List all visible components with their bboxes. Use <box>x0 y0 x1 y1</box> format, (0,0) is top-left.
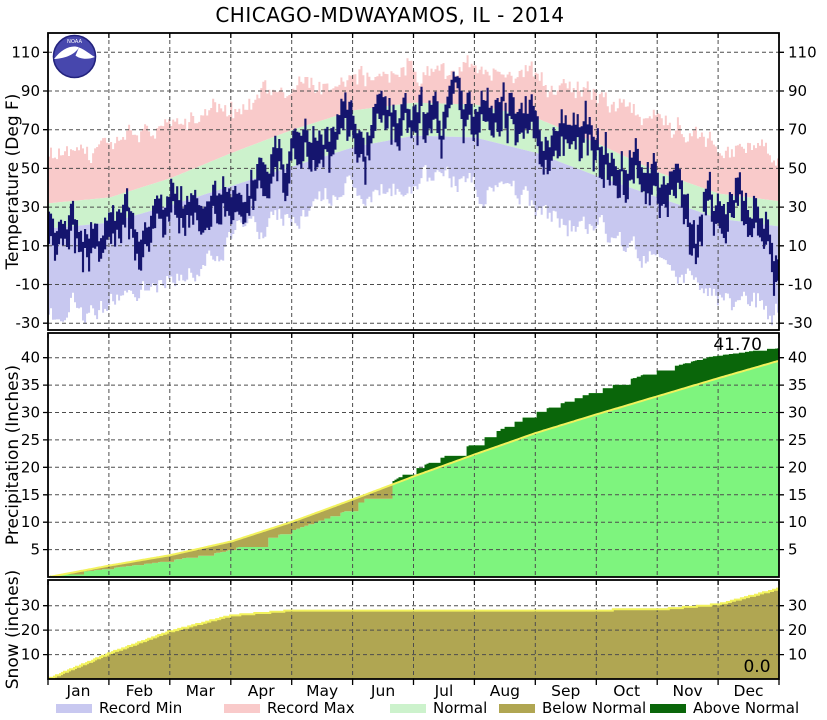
month-label: Dec <box>734 682 764 700</box>
month-label: Sep <box>551 682 580 700</box>
legend-label: Record Min <box>99 699 183 717</box>
ytick-label-right: 25 <box>788 431 807 449</box>
daily-temperature-line <box>48 71 779 296</box>
month-label: Oct <box>613 682 640 700</box>
ytick-label-left: 110 <box>11 43 40 61</box>
ytick-label-right: 40 <box>788 349 807 367</box>
ytick-label-left: 35 <box>21 376 40 394</box>
month-label: Jul <box>434 682 454 700</box>
temperature-axis-title: Temperature (Deg F) <box>3 94 23 271</box>
snow-axis-title: Snow (inches) <box>3 570 23 689</box>
precip-total-label: 41.70 <box>713 335 762 355</box>
ytick-label-left: 30 <box>21 597 40 615</box>
ytick-label-left: 15 <box>21 486 40 504</box>
noaa-logo-icon: NOAA <box>51 33 98 80</box>
legend-item-record-max: Record Max <box>224 699 355 717</box>
month-label: Aug <box>490 682 520 700</box>
month-label: Jan <box>66 682 91 700</box>
precipitation-axis-title: Precipitation (Inches) <box>3 365 23 545</box>
normal-swatch-icon <box>390 703 426 713</box>
ytick-label-right: 110 <box>788 43 817 61</box>
ytick-label-right: 35 <box>788 376 807 394</box>
ytick-label-left: 5 <box>30 541 40 559</box>
legend-label: Record Max <box>267 699 355 717</box>
ytick-label-right: 30 <box>788 597 807 615</box>
ytick-label-right: 15 <box>788 486 807 504</box>
noaa-logo-text: NOAA <box>67 39 83 45</box>
ytick-label-right: 50 <box>788 159 807 177</box>
ytick-label-right: 10 <box>788 237 807 255</box>
ytick-label-right: 90 <box>788 82 807 100</box>
month-label: Mar <box>186 682 216 700</box>
above-normal-swatch-icon <box>650 703 686 713</box>
ytick-label-right: 70 <box>788 121 807 139</box>
chart-legend: Record Min Record Max Normal Below Norma… <box>0 699 827 719</box>
ytick-label-right: 10 <box>788 513 807 531</box>
temperature-panel <box>48 33 779 330</box>
ytick-label-left: 10 <box>21 646 40 664</box>
ytick-label-left: 70 <box>21 121 40 139</box>
snow-panel <box>48 580 779 679</box>
ytick-label-right: -30 <box>788 314 813 332</box>
legend-item-above-normal: Above Normal <box>650 699 799 717</box>
ytick-label-left: 50 <box>21 159 40 177</box>
legend-item-normal: Normal <box>390 699 487 717</box>
ytick-label-left: 10 <box>21 237 40 255</box>
month-label: Nov <box>672 682 702 700</box>
ytick-label-left: 20 <box>21 458 40 476</box>
above-normal-area <box>48 348 779 577</box>
ytick-label-left: -30 <box>16 314 41 332</box>
record-max-swatch-icon <box>224 703 260 713</box>
snow-total-label: 0.0 <box>743 657 770 677</box>
normal-precip-line <box>48 360 779 577</box>
legend-item-record-min: Record Min <box>56 699 182 717</box>
ytick-label-right: 20 <box>788 621 807 639</box>
precipitation-panel <box>48 333 779 577</box>
page-title: CHICAGO-MDWAYAMOS, IL - 2014 <box>215 3 565 27</box>
ytick-label-right: 10 <box>788 646 807 664</box>
month-label: Feb <box>126 682 153 700</box>
legend-label: Normal <box>433 699 488 717</box>
month-label: May <box>306 682 338 700</box>
ytick-label-right: 5 <box>788 541 798 559</box>
axes-layer: 110 110 90 90 70 70 50 50 30 30 10 10 -10 -10 -30 -30 Te… <box>3 32 817 689</box>
legend-label: Below Normal <box>542 699 647 717</box>
ytick-label-right: 30 <box>788 404 807 422</box>
legend-item-below-normal: Below Normal <box>499 699 646 717</box>
ytick-label-left: -10 <box>16 276 41 294</box>
ytick-label-right: -10 <box>788 276 813 294</box>
ytick-label-left: 40 <box>21 349 40 367</box>
month-label: Jun <box>370 682 395 700</box>
ytick-label-left: 20 <box>21 621 40 639</box>
ytick-label-left: 30 <box>21 404 40 422</box>
ytick-label-left: 10 <box>21 513 40 531</box>
below-normal-swatch-icon <box>499 703 535 713</box>
ytick-label-right: 20 <box>788 458 807 476</box>
ytick-label-left: 25 <box>21 431 40 449</box>
record-min-swatch-icon <box>56 703 92 713</box>
ytick-label-left: 30 <box>21 198 40 216</box>
month-axis-labels: Jan Feb Mar Apr May Jun Jul Aug Sep Oct Nov Dec <box>66 682 764 700</box>
normal-snow-line <box>48 587 779 679</box>
legend-label: Above Normal <box>693 699 800 717</box>
ytick-label-left: 90 <box>21 82 40 100</box>
ytick-label-right: 30 <box>788 198 807 216</box>
month-label: Apr <box>248 682 275 700</box>
